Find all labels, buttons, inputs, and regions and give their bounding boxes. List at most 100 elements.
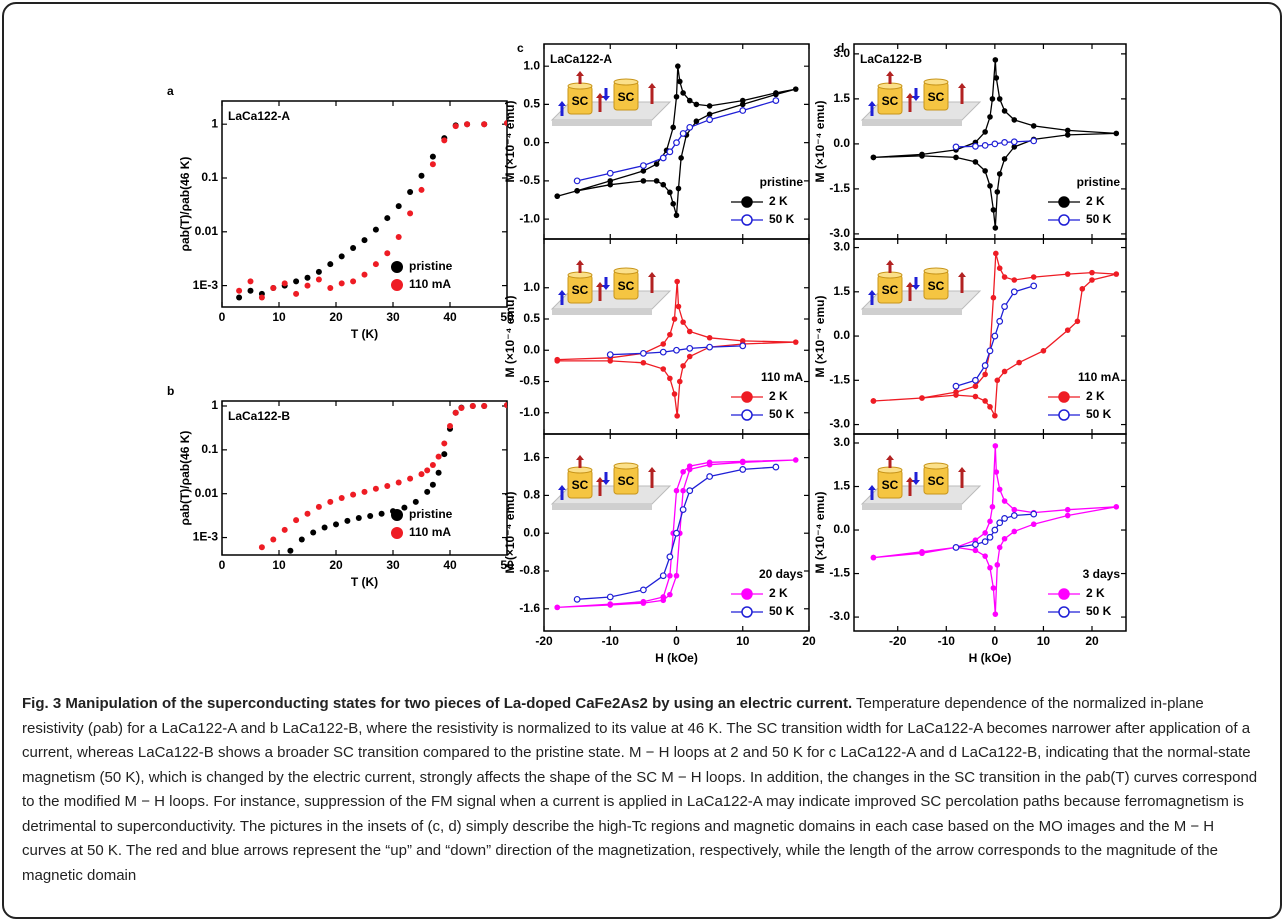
data-point	[673, 529, 680, 537]
data-point	[993, 75, 1000, 81]
data-point	[1011, 144, 1018, 150]
data-point	[706, 116, 714, 124]
series	[573, 463, 780, 603]
data-point	[674, 278, 680, 285]
data-point	[1030, 137, 1038, 145]
data-point	[666, 148, 674, 156]
x-tick-label: 40	[443, 310, 457, 324]
data-point	[870, 554, 877, 561]
legend-label: pristine	[409, 507, 453, 521]
data-point	[673, 212, 680, 219]
arrow-head	[868, 485, 876, 490]
data-point	[670, 201, 676, 207]
x-tick-label: 0	[673, 634, 680, 648]
legend-marker	[391, 509, 403, 521]
inset: SC SC	[860, 260, 982, 315]
data-point	[982, 530, 988, 536]
data-point	[693, 101, 700, 108]
arrow-head	[868, 290, 876, 295]
data-point	[573, 177, 581, 185]
x-tick-label: -20	[889, 634, 907, 648]
y-tick-label: 0.0	[523, 525, 540, 539]
data-point	[670, 124, 676, 131]
legend-label: 50 K	[1086, 407, 1112, 421]
legend-marker	[1058, 588, 1070, 600]
data-point	[1074, 318, 1081, 325]
data-point	[367, 513, 374, 520]
legend-label: 110 mA	[409, 277, 451, 291]
data-point	[1011, 528, 1018, 535]
data-point	[372, 226, 379, 233]
data-point	[554, 356, 561, 363]
data-point	[666, 553, 674, 561]
data-point	[395, 203, 402, 210]
data-point	[441, 440, 448, 447]
arrow-head	[648, 272, 656, 277]
data-point	[350, 244, 357, 251]
data-point	[773, 90, 779, 96]
caption: Fig. 3 Manipulation of the superconducti…	[22, 692, 1262, 888]
data-point	[361, 488, 368, 495]
data-point	[258, 544, 265, 551]
data-point	[333, 521, 339, 528]
data-point	[640, 178, 647, 184]
data-point	[355, 514, 362, 521]
data-point	[992, 225, 999, 231]
y-tick-label: -3.0	[829, 609, 850, 623]
data-point	[667, 331, 673, 338]
legend-label: 50 K	[769, 212, 795, 226]
arrow-head	[868, 101, 876, 106]
data-point	[606, 169, 614, 177]
data-point	[504, 402, 507, 409]
data-point	[989, 504, 996, 510]
data-point	[429, 481, 436, 488]
data-point	[327, 261, 334, 268]
legend-marker	[741, 214, 753, 226]
data-point	[1001, 274, 1008, 280]
data-point	[952, 143, 960, 151]
y-tick-label: 3.0	[833, 435, 850, 449]
data-point	[1010, 138, 1018, 146]
y-tick-label: 1	[211, 116, 218, 130]
data-point	[1001, 303, 1008, 310]
data-point	[236, 294, 243, 301]
data-point	[987, 183, 993, 189]
y-tick-label: -1.0	[519, 405, 540, 419]
data-point	[792, 339, 799, 345]
legend-marker	[741, 588, 753, 600]
data-point	[996, 519, 1004, 527]
data-point	[996, 265, 1003, 272]
data-point	[919, 151, 925, 158]
x-axis-label: T (K)	[351, 575, 378, 589]
data-point	[372, 485, 379, 492]
data-point	[972, 393, 979, 400]
data-point	[481, 121, 488, 128]
data-point	[981, 141, 989, 149]
y-tick-label: 0.01	[195, 486, 219, 500]
data-point	[987, 114, 993, 120]
y-axis-label: M (×10⁻⁴ emu)	[813, 492, 827, 574]
series	[236, 120, 507, 301]
data-point	[1064, 327, 1071, 333]
data-point	[994, 377, 1001, 384]
x-axis-label: T (K)	[351, 327, 378, 341]
series	[236, 120, 507, 301]
data-point	[640, 598, 647, 605]
inset-slab-side	[862, 504, 962, 510]
x-tick-label: 50	[500, 558, 514, 572]
x-tick-label: 30	[386, 558, 400, 572]
data-point	[573, 595, 581, 603]
plot-frame	[853, 433, 1127, 632]
data-point	[993, 250, 999, 257]
inset-slab-side	[862, 309, 962, 315]
data-point	[412, 498, 419, 505]
data-point	[1001, 368, 1008, 375]
data-point	[674, 413, 680, 419]
y-tick-label: -0.8	[519, 563, 540, 577]
y-tick-label: 0.0	[523, 135, 540, 149]
legend-label: 50 K	[1086, 212, 1112, 226]
data-point	[677, 78, 683, 85]
data-point	[673, 93, 680, 100]
arrow-head	[576, 455, 584, 460]
